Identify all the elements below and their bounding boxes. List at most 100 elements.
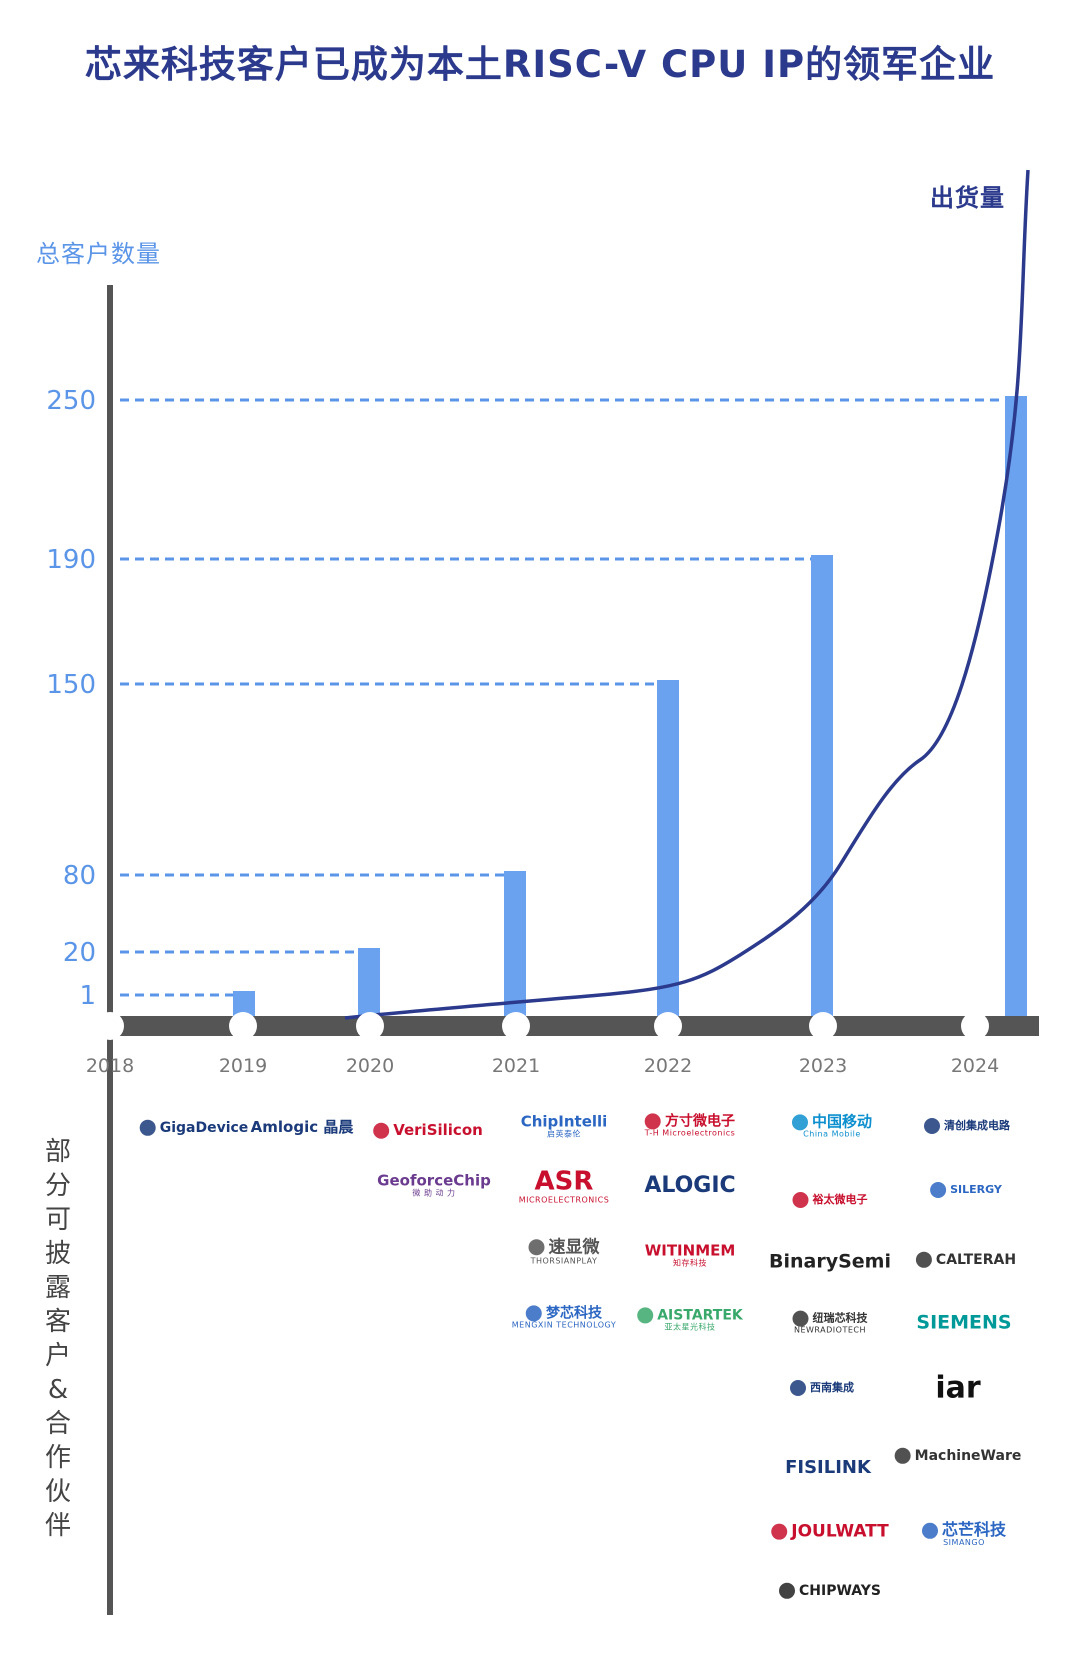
logo-subtext: 微 助 动 力: [412, 1187, 456, 1197]
logo-simango: 芯芒科技 SIMANGO: [921, 1519, 1007, 1547]
bar-2020: [358, 948, 380, 1027]
logo-thorsianplay: 速显微 THORSIANPLAY: [528, 1237, 600, 1265]
x-axis-band: [104, 1016, 1039, 1036]
logo-text: 速显微: [548, 1237, 600, 1258]
partners-side-label: 部分可披露客户 & 合作伙伴: [38, 1135, 78, 1543]
logo-gigadevice: GigaDevice: [139, 1119, 249, 1136]
logo-fisilink: FISILINK: [785, 1458, 871, 1478]
y-tick-label: 190: [46, 545, 96, 575]
y-tick-label: 250: [46, 386, 96, 416]
x-year-label: 2022: [644, 1055, 692, 1077]
logo-text: 清创集成电路: [944, 1119, 1010, 1132]
logo-text: 梦芯科技: [546, 1305, 602, 1322]
bar-2022: [657, 680, 679, 1027]
side-label-char: 披: [44, 1239, 71, 1269]
side-label-char: 露: [44, 1273, 71, 1303]
x-year-label: 2023: [799, 1055, 847, 1077]
logo-geoforcechip: GeoforceChip 微 助 动 力: [377, 1172, 491, 1197]
logo-subtext: 知存科技: [673, 1257, 707, 1267]
logo-xinanjicheng: 西南集成: [790, 1380, 854, 1396]
logo-text: CALTERAH: [935, 1251, 1017, 1268]
logo-aistartek: AISTARTEK 亚太星光科技: [637, 1307, 743, 1332]
y-tick-label: 20: [63, 938, 96, 968]
logo-text: SILERGY: [950, 1183, 1002, 1196]
side-label-char: 户: [44, 1341, 71, 1371]
logo-text: VeriSilicon: [393, 1120, 483, 1139]
year-marker-2022: [654, 1012, 682, 1040]
logo-subtext: NEWRADIOTECH: [793, 1325, 866, 1335]
logo-subtext: THORSIANPLAY: [530, 1255, 598, 1265]
bar-2023: [811, 555, 833, 1027]
logo-text: GigaDevice: [159, 1119, 249, 1136]
side-label-char: 分: [44, 1171, 71, 1201]
logo-text: CHIPWAYS: [799, 1582, 881, 1599]
chipways-globe-icon: [779, 1582, 795, 1599]
xinan-circle-icon: [790, 1380, 806, 1396]
logo-text: ASR: [534, 1166, 594, 1197]
logo-subtext: SIMANGO: [943, 1537, 985, 1547]
logo-mengxin: 梦芯科技 MENGXIN TECHNOLOGY: [512, 1305, 617, 1330]
year-marker-2024: [961, 1012, 989, 1040]
side-label-char: 客: [44, 1307, 71, 1337]
logo-text: 芯芒科技: [941, 1519, 1007, 1539]
side-label-char: &: [47, 1375, 69, 1405]
logo-calterah: CALTERAH: [915, 1251, 1017, 1268]
simango-xm-icon: [921, 1522, 938, 1539]
logo-asr: ASR MICROELECTRONICS: [519, 1167, 610, 1204]
logo-text: FISILINK: [785, 1457, 871, 1479]
logo-iar: iar: [935, 1372, 980, 1405]
logo-amlogic: Amlogic 晶晨: [251, 1119, 354, 1136]
side-label-char: 伙: [44, 1477, 71, 1507]
logo-subtext: T-H Microelectronics: [644, 1128, 736, 1138]
logo-joulwatt: JOULWATT: [771, 1521, 889, 1542]
shipment-series-label: 出货量: [930, 184, 1005, 212]
side-label-char: 伴: [44, 1511, 71, 1541]
logo-chinamobile: 中国移动 China Mobile: [791, 1113, 872, 1138]
logo-subtext: China Mobile: [803, 1128, 861, 1138]
fangcun-square-icon: [644, 1113, 661, 1130]
machineware-box-icon: [894, 1447, 911, 1464]
y-axis-title: 总客户数量: [36, 240, 161, 268]
logo-subtext: 启英泰伦: [546, 1128, 581, 1138]
newradio-bars-icon: [792, 1310, 809, 1327]
x-year-label: 2020: [346, 1055, 394, 1077]
logo-text: Amlogic 晶晨: [250, 1117, 354, 1136]
logo-text: ChipIntelli: [520, 1112, 608, 1131]
logo-text: WITINMEM: [644, 1241, 736, 1260]
year-marker-2020: [356, 1012, 384, 1040]
year-marker-2018: [96, 1012, 124, 1040]
logo-text: 裕太微电子: [812, 1193, 868, 1206]
logo-witinmem: WITINMEM 知存科技: [645, 1242, 736, 1267]
logo-fangcun: 方寸微电子 T-H Microelectronics: [645, 1113, 736, 1138]
thorsian-pattern-icon: [528, 1239, 545, 1256]
x-year-label: 2019: [219, 1055, 267, 1077]
logo-alogic: ALOGIC: [644, 1173, 735, 1198]
y-tick-label: 1: [79, 981, 96, 1011]
logo-text: 西南集成: [810, 1381, 854, 1394]
logo-text: 方寸微电子: [664, 1113, 735, 1130]
y-tick-label: 80: [63, 861, 96, 891]
logo-qingchuang: 清创集成电路: [924, 1118, 1010, 1134]
bar-2021: [504, 871, 526, 1027]
logo-subtext: 亚太星光科技: [664, 1322, 716, 1332]
logo-text: 纽瑞芯科技: [812, 1311, 868, 1325]
x-year-label: 2018: [86, 1055, 134, 1077]
logo-chipintelli: ChipIntelli 启英泰伦: [521, 1113, 608, 1138]
yutai-waves-icon: [792, 1192, 809, 1208]
x-year-label: 2024: [951, 1055, 999, 1077]
silergy-s-icon: [930, 1182, 947, 1198]
side-label-char: 部: [44, 1137, 71, 1167]
side-label-char: 合: [44, 1409, 71, 1439]
logo-siemens: SIEMENS: [916, 1312, 1011, 1334]
jw-circle-icon: [771, 1523, 788, 1540]
y-tick-label: 150: [46, 670, 96, 700]
logo-text: JOULWATT: [791, 1521, 889, 1542]
logo-subtext: MENGXIN TECHNOLOGY: [511, 1320, 617, 1330]
bar-2024: [1005, 396, 1027, 1027]
gigadevice-swirl-icon: [139, 1119, 156, 1136]
verisilicon-oval-icon: [373, 1122, 390, 1139]
logo-verisilicon: VeriSilicon: [373, 1122, 483, 1139]
aistartek-a-icon: [637, 1307, 654, 1324]
logo-binarysemi: BinarySemi: [769, 1251, 891, 1273]
